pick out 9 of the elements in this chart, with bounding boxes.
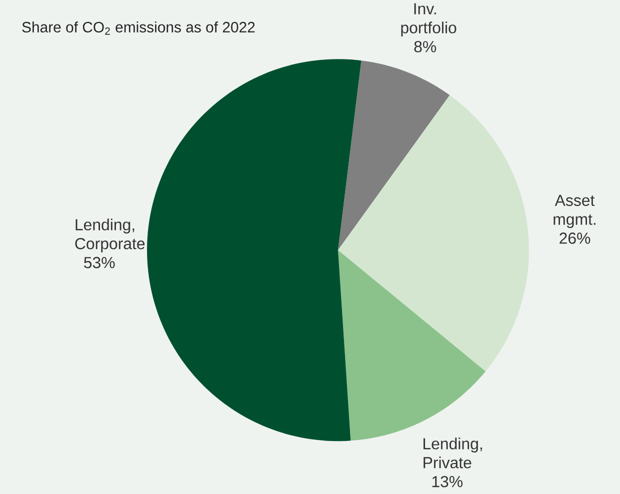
text: Share of CO$_{2}$ emissions as of 2022 [22,21,255,35]
slice-label: Asset mgmt. [554,194,596,228]
slice-label: Inv. portfolio [401,3,456,36]
slice-label: Lending, Private [424,438,482,468]
data-label: 13% [432,476,463,488]
slice-label: Lending, Corporate [75,218,145,252]
data-label: 53% [84,256,115,268]
data-label: 26% [560,232,590,244]
data-label: 8% [414,40,436,52]
